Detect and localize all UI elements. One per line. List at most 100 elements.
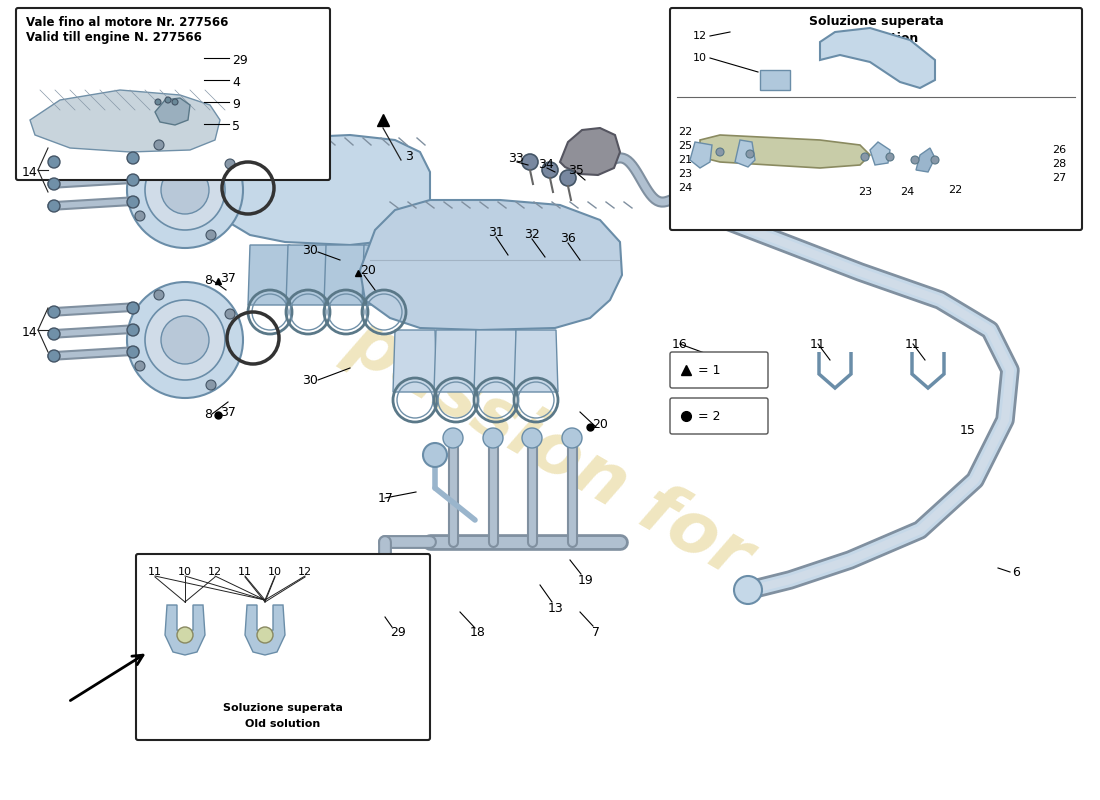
Polygon shape [248,245,292,305]
Circle shape [257,627,273,643]
Text: 25: 25 [678,141,692,151]
Circle shape [172,99,178,105]
Text: 14: 14 [22,166,37,178]
Text: 17: 17 [378,491,394,505]
Circle shape [126,174,139,186]
Text: 16: 16 [672,338,688,350]
Text: 27: 27 [1052,173,1066,183]
Circle shape [716,148,724,156]
Text: 11: 11 [905,338,921,350]
Text: 19: 19 [578,574,594,586]
Text: 22: 22 [948,185,962,195]
Text: 7: 7 [592,626,600,638]
Circle shape [483,428,503,448]
Polygon shape [165,605,205,655]
Circle shape [226,159,235,169]
FancyBboxPatch shape [670,398,768,434]
Circle shape [522,154,538,170]
Text: Old solution: Old solution [834,31,918,45]
Circle shape [886,153,894,161]
Circle shape [206,230,216,240]
Text: 9: 9 [232,98,240,110]
Text: 5: 5 [232,119,240,133]
Circle shape [48,306,60,318]
Text: 23: 23 [678,169,692,179]
Circle shape [126,132,243,248]
Circle shape [126,346,139,358]
Circle shape [48,350,60,362]
Circle shape [161,316,209,364]
Circle shape [48,178,60,190]
Text: 3: 3 [405,150,412,162]
Text: 10: 10 [268,567,282,577]
Polygon shape [690,142,712,168]
Text: 28: 28 [1052,159,1066,169]
Text: 14: 14 [22,326,37,338]
Text: 10: 10 [693,53,707,63]
Polygon shape [245,605,285,655]
Text: = 1: = 1 [698,363,720,377]
Text: 21: 21 [678,155,692,165]
Text: 30: 30 [302,243,318,257]
Circle shape [746,150,754,158]
Polygon shape [155,98,190,125]
Text: 12: 12 [693,31,707,41]
Circle shape [931,156,939,164]
Circle shape [135,211,145,221]
Text: 33: 33 [508,151,524,165]
Polygon shape [735,140,755,167]
Circle shape [126,196,139,208]
Circle shape [126,302,139,314]
Polygon shape [220,135,430,245]
Circle shape [154,140,164,150]
Text: Vale fino al motore Nr. 277566: Vale fino al motore Nr. 277566 [26,15,229,29]
Text: 29: 29 [390,626,406,638]
Circle shape [226,309,235,319]
Circle shape [424,443,447,467]
Polygon shape [870,142,890,165]
Text: 4: 4 [232,75,240,89]
Text: Soluzione superata: Soluzione superata [808,15,944,29]
FancyBboxPatch shape [16,8,330,180]
FancyBboxPatch shape [670,352,768,388]
Text: = 2: = 2 [698,410,720,422]
Circle shape [734,576,762,604]
Text: 24: 24 [678,183,692,193]
FancyBboxPatch shape [670,8,1082,230]
Circle shape [126,324,139,336]
Polygon shape [434,330,478,392]
Circle shape [522,428,542,448]
Polygon shape [393,330,437,392]
Text: 20: 20 [592,418,608,430]
Circle shape [154,290,164,300]
Circle shape [562,428,582,448]
Text: 11: 11 [238,567,252,577]
Text: 8: 8 [204,274,212,286]
Circle shape [177,627,192,643]
Circle shape [48,328,60,340]
Polygon shape [700,135,870,168]
Text: 11: 11 [148,567,162,577]
Polygon shape [514,330,558,392]
Circle shape [126,152,139,164]
Circle shape [542,162,558,178]
Circle shape [145,150,226,230]
Text: 37: 37 [220,271,235,285]
Text: 12: 12 [298,567,312,577]
Polygon shape [560,128,620,175]
Circle shape [145,300,226,380]
FancyBboxPatch shape [136,554,430,740]
Circle shape [560,170,576,186]
Circle shape [135,361,145,371]
Polygon shape [286,245,330,305]
Text: passion for: passion for [337,306,763,594]
Text: 32: 32 [524,227,540,241]
Text: 8: 8 [204,407,212,421]
Circle shape [443,428,463,448]
Circle shape [155,99,161,105]
Circle shape [48,200,60,212]
Polygon shape [30,90,220,152]
Circle shape [206,380,216,390]
Polygon shape [760,70,790,90]
Text: 30: 30 [302,374,318,386]
